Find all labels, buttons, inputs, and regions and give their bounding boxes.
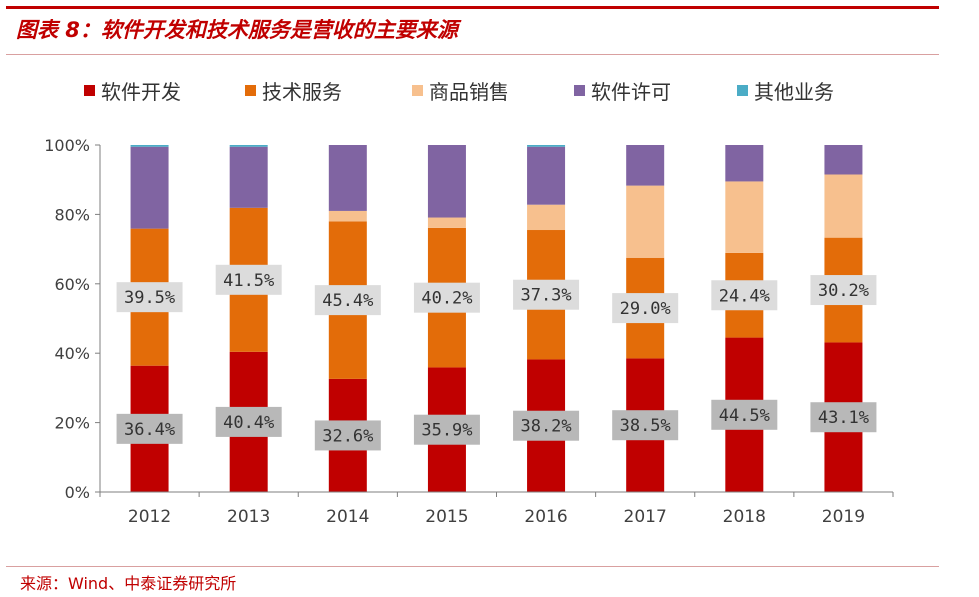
- data-label: 30.2%: [818, 281, 869, 301]
- legend-swatch: [574, 85, 585, 96]
- legend-label: 技术服务: [262, 80, 342, 104]
- data-label-box: [810, 402, 877, 433]
- data-label: 45.4%: [322, 291, 373, 311]
- legend-swatch: [737, 85, 748, 96]
- data-label-box: [314, 285, 381, 316]
- bar-segment: [427, 217, 466, 228]
- bar-segment: [824, 145, 863, 175]
- bar-segment: [328, 210, 367, 222]
- bar-segment: [427, 145, 466, 218]
- data-label: 29.0%: [620, 299, 671, 319]
- bar-segment: [130, 146, 169, 229]
- source-note: 来源：Wind、中泰证券研究所: [20, 574, 237, 593]
- bar-segment: [527, 204, 566, 231]
- data-label: 39.5%: [124, 288, 175, 308]
- data-label: 38.2%: [520, 417, 571, 437]
- source-rule: [6, 566, 939, 567]
- legend-label: 其他业务: [754, 80, 834, 104]
- bar-segment: [328, 145, 367, 211]
- x-tick-label: 2017: [624, 507, 667, 527]
- data-label-box: [513, 410, 580, 441]
- y-tick-label: 60%: [54, 275, 90, 294]
- x-tick-label: 2019: [822, 507, 865, 527]
- legend-swatch: [412, 85, 423, 96]
- legend-swatch: [245, 85, 256, 96]
- title-rule: [6, 54, 939, 55]
- bar-segment: [626, 145, 665, 186]
- legend-item-software-license: 软件许可: [574, 76, 671, 105]
- data-label-box: [215, 264, 282, 295]
- x-tick-label: 2015: [425, 507, 468, 527]
- bar-segment: [626, 185, 665, 258]
- data-label: 40.4%: [223, 413, 274, 433]
- bar-segment: [824, 174, 863, 238]
- legend-item-software-dev: 软件开发: [84, 76, 181, 105]
- x-tick-label: 2013: [227, 507, 270, 527]
- data-label: 37.3%: [520, 286, 571, 306]
- bar-segment: [725, 145, 764, 182]
- data-label: 40.2%: [421, 289, 472, 309]
- y-tick-label: 100%: [44, 136, 90, 155]
- y-tick-label: 80%: [54, 205, 90, 224]
- top-rule: [6, 6, 939, 9]
- y-tick-label: 40%: [54, 344, 90, 363]
- y-tick-label: 20%: [54, 414, 90, 433]
- data-label: 32.6%: [322, 426, 373, 446]
- legend-swatch: [84, 85, 95, 96]
- x-tick-label: 2018: [723, 507, 766, 527]
- bar-segment: [229, 145, 268, 147]
- data-label-box: [711, 280, 778, 311]
- bar-segment: [229, 146, 268, 208]
- data-label: 43.1%: [818, 408, 869, 428]
- data-label: 35.9%: [421, 421, 472, 441]
- data-label-box: [810, 275, 877, 306]
- data-label: 38.5%: [620, 416, 671, 436]
- data-label: 44.5%: [719, 406, 770, 426]
- bar-segment: [725, 181, 764, 253]
- bar-segment: [527, 146, 566, 205]
- data-label: 41.5%: [223, 271, 274, 291]
- legend-item-goods-sales: 商品销售: [412, 76, 509, 105]
- chart-legend: 软件开发 技术服务 商品销售 软件许可 其他业务: [0, 76, 979, 106]
- data-label-box: [612, 293, 679, 324]
- data-label-box: [513, 279, 580, 310]
- data-label: 36.4%: [124, 420, 175, 440]
- legend-label: 商品销售: [429, 80, 509, 104]
- data-label: 24.4%: [719, 286, 770, 306]
- legend-label: 软件许可: [591, 80, 671, 104]
- data-label-box: [116, 413, 183, 444]
- bar-segment: [130, 145, 169, 147]
- data-label-box: [116, 282, 183, 313]
- bar-segment: [527, 145, 566, 147]
- figure-title: 图表 8：软件开发和技术服务是营收的主要来源: [16, 18, 458, 42]
- data-label-box: [215, 406, 282, 437]
- data-label-box: [314, 420, 381, 451]
- data-label-box: [413, 414, 480, 445]
- data-label-box: [612, 410, 679, 441]
- x-tick-label: 2016: [524, 507, 567, 527]
- x-tick-label: 2012: [128, 507, 171, 527]
- data-label-box: [413, 282, 480, 313]
- legend-item-other-business: 其他业务: [737, 76, 834, 105]
- legend-item-tech-service: 技术服务: [245, 76, 342, 105]
- y-tick-label: 0%: [65, 483, 90, 502]
- legend-label: 软件开发: [101, 80, 181, 104]
- data-label-box: [711, 399, 778, 430]
- x-tick-label: 2014: [326, 507, 369, 527]
